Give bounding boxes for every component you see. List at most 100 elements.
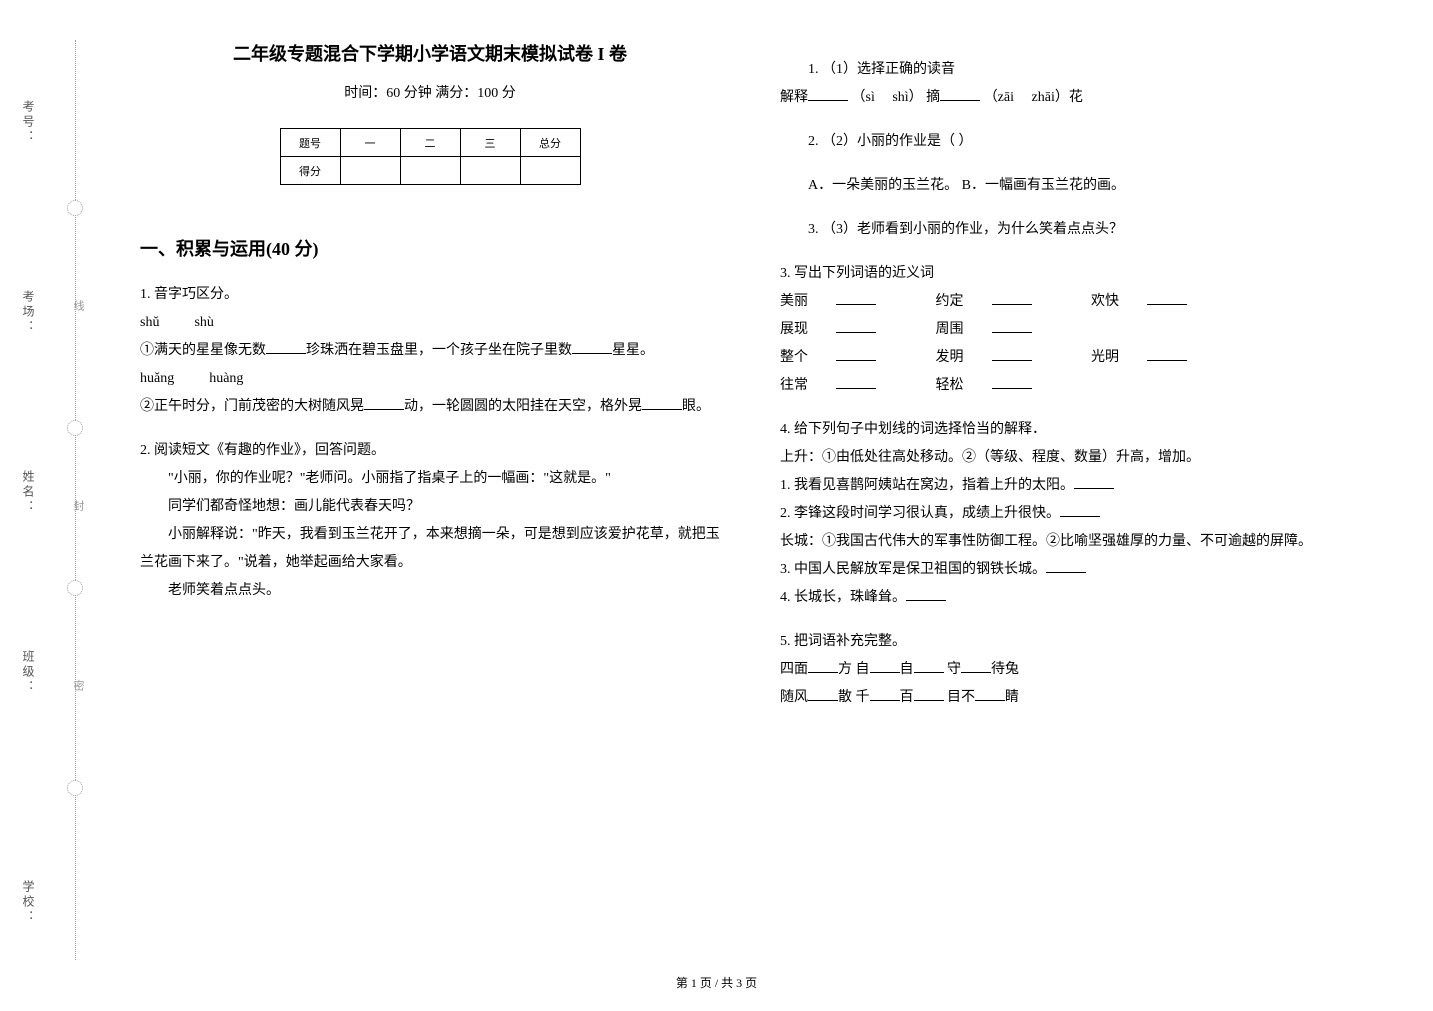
fill-blank (940, 87, 980, 101)
q4-def: 上升：①由低处往高处移动。②（等级、程度、数量）升高，增加。 (780, 444, 1360, 472)
fill-blank (1147, 291, 1187, 305)
q2-sub3: 3. （3）老师看到小丽的作业，为什么笑着点点头？ (780, 216, 1360, 244)
q2-sub1-text: shì） 摘 (892, 90, 940, 105)
score-header: 总分 (520, 129, 580, 157)
q1-text: 动，一轮圆圆的太阳挂在天空，格外晃 (404, 399, 642, 414)
q5-text: 睛 (1005, 690, 1019, 705)
q3-word: 往常 (780, 378, 808, 393)
fill-blank (1046, 559, 1086, 573)
q5-text: 百 (900, 690, 914, 705)
q3-word: 轻松 (936, 378, 964, 393)
q2-sub1-text: （zāi (984, 90, 1014, 105)
score-header: 题号 (280, 129, 340, 157)
exam-title: 二年级专题混合下学期小学语文期末模拟试卷 I 卷 (140, 40, 720, 66)
q1-label: 1. 音字巧区分。 (140, 281, 720, 309)
q2-sub2: 2. （2）小丽的作业是（ ） (780, 128, 1360, 156)
q5-text: 待兔 (991, 662, 1019, 677)
fill-blank (808, 687, 838, 701)
fill-blank (836, 291, 876, 305)
q5-text: 目不 (944, 690, 976, 705)
q5-text: 散 千 (838, 690, 870, 705)
fill-blank (992, 347, 1032, 361)
q4-line: 4. 长城长，珠峰耸。 (780, 590, 906, 605)
q4-label: 4. 给下列句子中划线的词选择恰当的解释． (780, 416, 1360, 444)
fill-blank (1147, 347, 1187, 361)
q5-label: 5. 把词语补充完整。 (780, 628, 1360, 656)
fill-blank (808, 87, 848, 101)
q5-text: 自 (900, 662, 914, 677)
q4-line: 3. 中国人民解放军是保卫祖国的钢铁长城。 (780, 562, 1046, 577)
fill-blank (836, 319, 876, 333)
fill-blank (1060, 503, 1100, 517)
fill-blank (364, 396, 404, 410)
q1-text: 星星。 (612, 343, 654, 358)
column-right: 1. （1）选择正确的读音 解释 （sì shì） 摘 （zāi zhāi）花 … (750, 40, 1390, 960)
q2-sub1: 1. （1）选择正确的读音 解释 （sì shì） 摘 （zāi zhāi）花 (780, 56, 1360, 112)
page-footer: 第 1 页 / 共 3 页 (0, 974, 1433, 991)
q2-sub1-text: 解释 (780, 90, 808, 105)
binding-circle (67, 780, 83, 796)
score-header: 二 (400, 129, 460, 157)
fill-blank (836, 347, 876, 361)
score-cell (340, 157, 400, 185)
question-3: 3. 写出下列词语的近义词 美丽 约定 欢快 展现 周围 整个 发明 光明 往常… (780, 260, 1360, 400)
fill-blank (992, 319, 1032, 333)
q2-sub2-options: A．一朵美丽的玉兰花。 B．一幅画有玉兰花的画。 (780, 172, 1360, 200)
q4-def: 长城：①我国古代伟大的军事性防御工程。②比喻坚强雄厚的力量、不可逾越的屏障。 (780, 528, 1360, 556)
q1-text: 珍珠洒在碧玉盘里，一个孩子坐在院子里数 (306, 343, 572, 358)
score-header: 三 (460, 129, 520, 157)
fill-blank (808, 659, 838, 673)
score-cell (400, 157, 460, 185)
q2-passage: 小丽解释说："昨天，我看到玉兰花开了，本来想摘一朵，可是想到应该爱护花草，就把玉… (140, 521, 720, 577)
fill-blank (961, 659, 991, 673)
q5-text: 随风 (780, 690, 808, 705)
fill-blank (914, 659, 944, 673)
section-1-title: 一、积累与运用(40 分) (140, 235, 720, 261)
fill-blank (975, 687, 1005, 701)
q4-line: 1. 我看见喜鹊阿姨站在窝边，指着上升的太阳。 (780, 478, 1074, 493)
q2-passage: 老师笑着点点头。 (140, 577, 720, 605)
q3-word: 整个 (780, 350, 808, 365)
q1-text: 眼。 (682, 399, 710, 414)
q2-passage: "小丽，你的作业呢？"老师问。小丽指了指桌子上的一幅画："这就是。" (140, 465, 720, 493)
fill-blank (266, 340, 306, 354)
binding-circle (67, 580, 83, 596)
q4-line: 2. 李锋这段时间学习很认真，成绩上升很快。 (780, 506, 1060, 521)
margin-label-exam-id: 考号： (20, 100, 37, 145)
q5-text: 方 自 (838, 662, 870, 677)
column-left: 二年级专题混合下学期小学语文期末模拟试卷 I 卷 时间：60 分钟 满分：100… (110, 40, 750, 960)
pinyin: shǔ (140, 315, 159, 330)
score-cell (520, 157, 580, 185)
q3-word: 发明 (936, 350, 964, 365)
binding-circle (67, 200, 83, 216)
q5-text: 四面 (780, 662, 808, 677)
question-5: 5. 把词语补充完整。 四面方 自自 守待兔 随风散 千百 目不睛 (780, 628, 1360, 712)
fill-blank (642, 396, 682, 410)
fill-blank (992, 375, 1032, 389)
fill-blank (870, 659, 900, 673)
margin-seal-char: 密 (70, 680, 86, 693)
margin-label-class: 班级： (20, 650, 37, 695)
score-cell (460, 157, 520, 185)
fill-blank (572, 340, 612, 354)
q1-text: ②正午时分，门前茂密的大树随风晃 (140, 399, 364, 414)
score-header: 一 (340, 129, 400, 157)
question-4: 4. 给下列句子中划线的词选择恰当的解释． 上升：①由低处往高处移动。②（等级、… (780, 416, 1360, 612)
q2-sub1-text: zhāi）花 (1032, 90, 1083, 105)
fill-blank (836, 375, 876, 389)
margin-label-name: 姓名： (20, 470, 37, 515)
q3-word: 欢快 (1091, 294, 1119, 309)
page-content: 二年级专题混合下学期小学语文期末模拟试卷 I 卷 时间：60 分钟 满分：100… (110, 40, 1390, 960)
question-1: 1. 音字巧区分。 shǔ shù ①满天的星星像无数 珍珠洒在碧玉盘里，一个孩子… (140, 281, 720, 421)
binding-margin: 考号： 考场： 姓名： 班级： 学校： 线 封 密 (0, 0, 110, 1011)
fill-blank (1074, 475, 1114, 489)
q1-text: ①满天的星星像无数 (140, 343, 266, 358)
fill-blank (870, 687, 900, 701)
fill-blank (914, 687, 944, 701)
q2-sub1-label: 1. （1）选择正确的读音 (780, 56, 1360, 84)
pinyin: huǎng (140, 371, 174, 386)
margin-label-school: 学校： (20, 880, 37, 925)
pinyin: huàng (209, 371, 243, 386)
pinyin: shù (194, 315, 213, 330)
score-table: 题号 一 二 三 总分 得分 (280, 128, 581, 185)
